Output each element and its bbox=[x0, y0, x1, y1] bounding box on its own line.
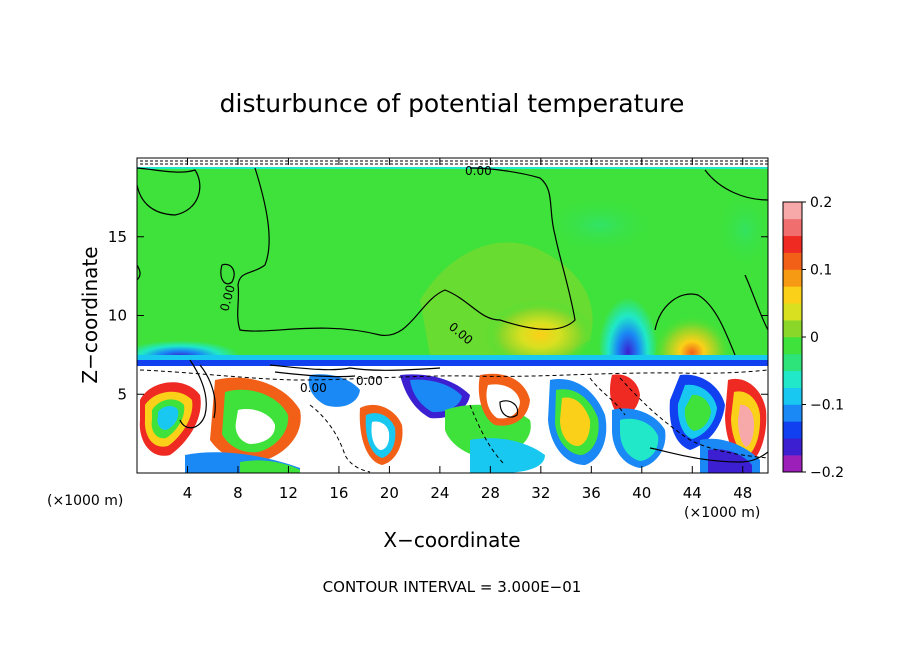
colorbar-tick-label: 0 bbox=[810, 330, 819, 346]
colorbar-swatch bbox=[783, 387, 802, 405]
colorbar: 0.2 0.1 0 −0.1 −0.2 bbox=[782, 195, 844, 481]
x-tick-label: 12 bbox=[279, 484, 298, 502]
x-unit-left: (×1000 m) bbox=[47, 493, 123, 509]
contour-label: 0.00 bbox=[465, 164, 492, 178]
warm-anomaly-x30 bbox=[485, 300, 595, 370]
x-unit-right: (×1000 m) bbox=[684, 505, 760, 521]
colorbar-tick-label: 0.2 bbox=[810, 195, 832, 211]
contour-label: 0.00 bbox=[300, 381, 327, 395]
plot-area: 0.00 0.00 0.00 0.00 0.00 bbox=[137, 158, 768, 473]
interface-band-cyan bbox=[137, 355, 768, 360]
y-axis: 5 10 15 bbox=[108, 228, 768, 403]
top-boundary-band bbox=[137, 158, 768, 168]
x-tick-label: 16 bbox=[329, 484, 348, 502]
interface-band-blue bbox=[137, 360, 768, 366]
colorbar-swatch bbox=[783, 370, 802, 388]
x-tick-label: 28 bbox=[481, 484, 500, 502]
dashed-contours bbox=[139, 369, 768, 473]
colorbar-swatch bbox=[783, 303, 802, 321]
x-tick-label: 44 bbox=[683, 484, 702, 502]
colorbar-swatch bbox=[783, 337, 802, 355]
colorbar-swatch bbox=[783, 421, 802, 439]
colorbar-tick-label: 0.1 bbox=[810, 263, 832, 279]
x-tick-label: 4 bbox=[183, 484, 193, 502]
x-tick-label: 48 bbox=[733, 484, 752, 502]
x-tick-label: 20 bbox=[380, 484, 399, 502]
colorbar-tick-label: −0.2 bbox=[810, 465, 844, 481]
colorbar-swatch bbox=[783, 218, 802, 237]
colorbar-swatch bbox=[783, 320, 802, 338]
x-tick-label: 40 bbox=[632, 484, 651, 502]
contour-label: 0.00 bbox=[217, 283, 237, 312]
colorbar-swatch bbox=[783, 235, 802, 253]
chart-title: disturbunce of potential temperature bbox=[220, 89, 685, 118]
colorbar-swatch bbox=[783, 438, 802, 456]
colorbar-swatch bbox=[783, 353, 802, 372]
x-tick-label: 24 bbox=[430, 484, 449, 502]
y-axis-label: Z−coordinate bbox=[78, 246, 102, 383]
colorbar-swatch bbox=[783, 252, 802, 270]
x-axis-label: X−coordinate bbox=[383, 528, 520, 552]
colorbar-swatch bbox=[783, 455, 802, 473]
y-tick-label: 5 bbox=[117, 385, 127, 403]
x-tick-label: 8 bbox=[233, 484, 243, 502]
mint-patch-right bbox=[715, 190, 768, 270]
colorbar-swatch bbox=[783, 202, 802, 220]
contour-interval-note: CONTOUR INTERVAL = 3.000E−01 bbox=[323, 578, 582, 596]
colorbar-swatch bbox=[783, 404, 802, 422]
y-tick-label: 15 bbox=[108, 228, 127, 246]
contour-label: 0.00 bbox=[356, 374, 383, 388]
contour-lines bbox=[137, 167, 768, 463]
colorbar-tick-label: −0.1 bbox=[810, 398, 844, 414]
colorbar-swatch bbox=[783, 286, 802, 304]
x-tick-label: 36 bbox=[582, 484, 601, 502]
colorbar-swatch bbox=[783, 269, 802, 287]
x-tick-label: 32 bbox=[531, 484, 550, 502]
mint-patch-top bbox=[540, 195, 660, 255]
y-tick-label: 10 bbox=[108, 307, 127, 325]
x-axis: 4 8 12 16 20 24 28 32 36 40 44 48 bbox=[183, 158, 752, 502]
lower-layer-plumes bbox=[139, 373, 767, 473]
